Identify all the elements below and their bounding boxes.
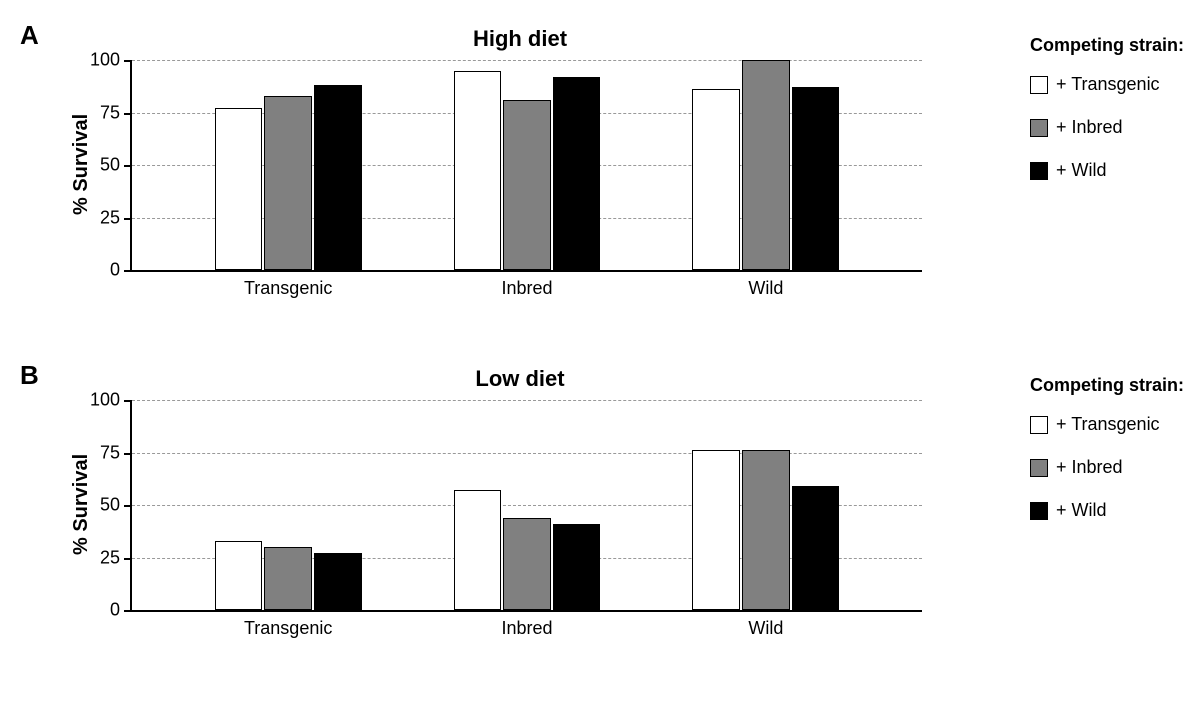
ytick-label: 0 <box>110 600 120 621</box>
ytick-label: 75 <box>100 102 120 123</box>
gridline <box>132 453 922 454</box>
panel-a: A High diet 0255075100TransgenicInbredWi… <box>20 20 1020 330</box>
panel-a-plot: 0255075100TransgenicInbredWild <box>130 60 922 272</box>
legend-swatch-transgenic <box>1030 416 1048 434</box>
panel-b: B Low diet 0255075100TransgenicInbredWil… <box>20 360 1020 670</box>
ytick <box>124 400 132 402</box>
bar-transgenic-inbred <box>264 96 312 270</box>
legend-item-wild: + Wild <box>1030 160 1184 181</box>
bar-inbred-inbred <box>503 518 551 610</box>
panel-b-plot: 0255075100TransgenicInbredWild <box>130 400 922 612</box>
category-label-inbred: Inbred <box>501 278 552 299</box>
legend-b: Competing strain: + Transgenic + Inbred + … <box>1030 375 1184 543</box>
ytick-label: 25 <box>100 207 120 228</box>
bar-inbred-transgenic <box>454 490 502 610</box>
gridline <box>132 400 922 401</box>
legend-label-wild: + Wild <box>1056 500 1107 521</box>
ytick <box>124 218 132 220</box>
ytick <box>124 558 132 560</box>
ytick <box>124 610 132 612</box>
legend-item-inbred: + Inbred <box>1030 457 1184 478</box>
category-label-wild: Wild <box>748 618 783 639</box>
legend-swatch-inbred <box>1030 119 1048 137</box>
ytick-label: 100 <box>90 50 120 71</box>
bar-inbred-inbred <box>503 100 551 270</box>
bar-wild-wild <box>792 87 840 270</box>
bar-wild-transgenic <box>692 89 740 270</box>
category-label-wild: Wild <box>748 278 783 299</box>
bar-inbred-wild <box>553 524 601 610</box>
bar-wild-inbred <box>742 60 790 270</box>
ytick-label: 50 <box>100 155 120 176</box>
legend-a-title: Competing strain: <box>1030 35 1184 56</box>
ytick <box>124 270 132 272</box>
ytick <box>124 113 132 115</box>
ytick-label: 25 <box>100 547 120 568</box>
legend-b-title: Competing strain: <box>1030 375 1184 396</box>
panel-a-ylabel: % Survival <box>70 114 93 215</box>
legend-swatch-wild <box>1030 162 1048 180</box>
legend-item-transgenic: + Transgenic <box>1030 74 1184 95</box>
panel-a-title: High diet <box>20 26 1020 52</box>
bar-transgenic-transgenic <box>215 108 263 270</box>
legend-item-wild: + Wild <box>1030 500 1184 521</box>
ytick-label: 75 <box>100 442 120 463</box>
bar-inbred-transgenic <box>454 71 502 271</box>
legend-label-inbred: + Inbred <box>1056 457 1123 478</box>
ytick <box>124 165 132 167</box>
legend-swatch-transgenic <box>1030 76 1048 94</box>
panel-b-title: Low diet <box>20 366 1020 392</box>
legend-swatch-wild <box>1030 502 1048 520</box>
bar-inbred-wild <box>553 77 601 270</box>
figure-root: A High diet 0255075100TransgenicInbredWi… <box>0 0 1200 701</box>
legend-item-transgenic: + Transgenic <box>1030 414 1184 435</box>
ytick <box>124 505 132 507</box>
legend-item-inbred: + Inbred <box>1030 117 1184 138</box>
legend-label-transgenic: + Transgenic <box>1056 74 1160 95</box>
bar-transgenic-wild <box>314 553 362 610</box>
legend-swatch-inbred <box>1030 459 1048 477</box>
bar-transgenic-inbred <box>264 547 312 610</box>
category-label-transgenic: Transgenic <box>244 618 332 639</box>
bar-transgenic-transgenic <box>215 541 263 610</box>
ytick-label: 100 <box>90 390 120 411</box>
ytick <box>124 453 132 455</box>
panel-b-ylabel: % Survival <box>70 454 93 555</box>
ytick-label: 0 <box>110 260 120 281</box>
category-label-transgenic: Transgenic <box>244 278 332 299</box>
legend-a: Competing strain: + Transgenic + Inbred + … <box>1030 35 1184 203</box>
bar-wild-inbred <box>742 450 790 610</box>
ytick <box>124 60 132 62</box>
bar-transgenic-wild <box>314 85 362 270</box>
bar-wild-transgenic <box>692 450 740 610</box>
legend-label-inbred: + Inbred <box>1056 117 1123 138</box>
ytick-label: 50 <box>100 495 120 516</box>
legend-label-wild: + Wild <box>1056 160 1107 181</box>
bar-wild-wild <box>792 486 840 610</box>
gridline <box>132 60 922 61</box>
legend-label-transgenic: + Transgenic <box>1056 414 1160 435</box>
category-label-inbred: Inbred <box>501 618 552 639</box>
